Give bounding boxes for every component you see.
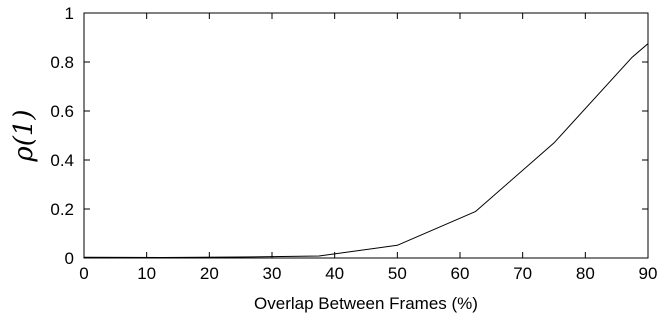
- y-tick-label: 0.6: [50, 102, 74, 121]
- y-axis-label: ρ(1): [9, 109, 39, 162]
- x-tick-label: 40: [325, 264, 344, 283]
- x-tick-label: 70: [513, 264, 532, 283]
- y-tick-label: 0.8: [50, 53, 74, 72]
- x-axis-label: Overlap Between Frames (%): [254, 294, 478, 313]
- x-tick-label: 50: [388, 264, 407, 283]
- y-tick-label: 1: [65, 4, 74, 23]
- series-layer: [83, 43, 649, 258]
- y-axis: 0 0.2 0.4 0.6 0.8 1: [50, 4, 648, 268]
- x-tick-label: 20: [200, 264, 219, 283]
- x-tick-label: 30: [263, 264, 282, 283]
- x-tick-label: 80: [576, 264, 595, 283]
- x-tick-label: 0: [79, 264, 88, 283]
- x-tick-label: 10: [137, 264, 156, 283]
- y-tick-label: 0.2: [50, 200, 74, 219]
- y-tick-label: 0.4: [50, 151, 74, 170]
- y-tick-label: 0: [65, 249, 74, 268]
- plot-area-frame: [83, 12, 649, 259]
- x-tick-label: 60: [451, 264, 470, 283]
- x-tick-label: 90: [639, 264, 658, 283]
- series-line: [83, 43, 649, 258]
- x-axis: 0 10 20 30 40 50 60 70 80 90: [79, 13, 657, 283]
